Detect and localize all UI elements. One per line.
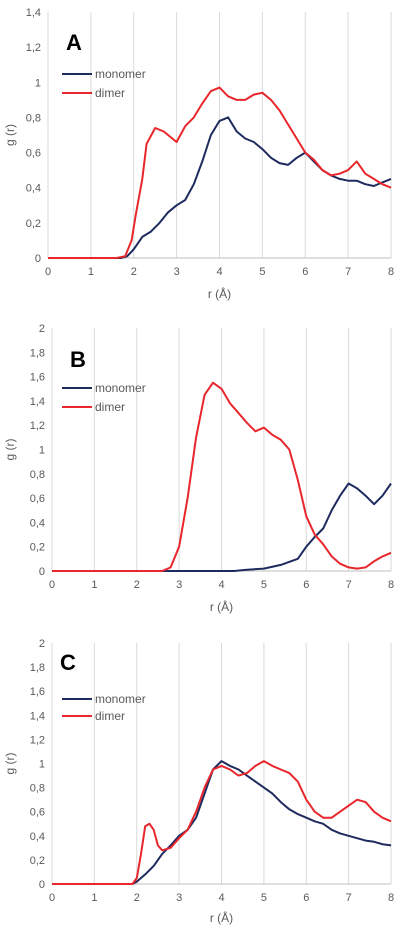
chart-0-series-dimer-line bbox=[48, 86, 392, 259]
chart-2-y-tick-label: 0,6 bbox=[30, 807, 45, 819]
chart-0-x-tick-label: 1 bbox=[88, 266, 94, 278]
chart-2-x-tick-label: 6 bbox=[303, 892, 309, 904]
chart-2-y-tick-label: 1,2 bbox=[30, 734, 45, 746]
chart-2-x-tick-label: 0 bbox=[49, 892, 55, 904]
chart-1-series-dimer-line bbox=[52, 381, 392, 572]
chart-1-y-tick-label: 1,6 bbox=[30, 372, 45, 384]
chart-1-y-tick-label: 0,6 bbox=[30, 493, 45, 505]
chart-2-y-tick-label: 1,8 bbox=[30, 662, 45, 674]
chart-0-x-tick-label: 4 bbox=[216, 266, 222, 278]
chart-panel-c: 0 1 2 3 4 5 6 7 8 0 0,2 0,4 0,6 0,8 1 1,2 1,4 1,6 1,8 2 r (Å… bbox=[3, 638, 394, 925]
chart-0-y-tick-label: 0,8 bbox=[26, 112, 41, 124]
chart-2-y-tick-label: 0,2 bbox=[30, 855, 45, 867]
chart-2-legend-label-monomer: monomer bbox=[95, 692, 146, 706]
chart-0-panel-letter: A bbox=[66, 30, 82, 55]
chart-1-x-tick-label: 3 bbox=[176, 579, 182, 591]
chart-0-x-tick-label: 7 bbox=[345, 266, 351, 278]
chart-2-y-tick-label: 2 bbox=[39, 638, 45, 650]
chart-0-y-tick-label: 0 bbox=[35, 253, 41, 265]
chart-1-legend-label-dimer: dimer bbox=[95, 400, 125, 414]
chart-0-y-tick-label: 0,4 bbox=[26, 183, 41, 195]
chart-1-x-axis-label: r (Å) bbox=[210, 599, 233, 614]
chart-2-x-tick-label: 8 bbox=[388, 892, 394, 904]
chart-1-panel-letter: B bbox=[70, 347, 86, 372]
chart-1-y-tick-label: 1,8 bbox=[30, 347, 45, 359]
chart-1-y-tick-label: 0,2 bbox=[30, 542, 45, 554]
chart-1-x-tick-label: 5 bbox=[261, 579, 267, 591]
chart-1-y-tick-label: 1,4 bbox=[30, 396, 45, 408]
chart-0-y-tick-label: 1,2 bbox=[26, 42, 41, 54]
chart-2-y-tick-label: 1,6 bbox=[30, 686, 45, 698]
chart-2-x-tick-label: 7 bbox=[346, 892, 352, 904]
chart-2-y-tick-label: 1 bbox=[39, 759, 45, 771]
chart-2-series-dimer-line bbox=[52, 760, 392, 885]
chart-1-y-tick-label: 1,2 bbox=[30, 420, 45, 432]
chart-0-x-tick-label: 3 bbox=[174, 266, 180, 278]
chart-2-y-tick-label: 0,4 bbox=[30, 831, 45, 843]
chart-0-y-axis-label: g (r) bbox=[3, 124, 17, 146]
chart-1-x-tick-label: 7 bbox=[346, 579, 352, 591]
chart-0-legend-label-dimer: dimer bbox=[95, 86, 125, 100]
chart-1-y-tick-label: 0,8 bbox=[30, 469, 45, 481]
chart-0-x-axis-label: r (Å) bbox=[208, 286, 231, 301]
chart-1-series-monomer-line bbox=[52, 482, 392, 572]
chart-2-x-tick-label: 2 bbox=[134, 892, 140, 904]
chart-panel-a: 0 1 2 3 4 5 6 7 8 0 0,2 0,4 0,6 0,8 1 1,2 1,4 r (Å) g (r) A… bbox=[3, 7, 394, 301]
chart-1-y-tick-label: 2 bbox=[39, 323, 45, 335]
chart-2-y-tick-label: 1,4 bbox=[30, 710, 45, 722]
chart-1-y-axis-label: g (r) bbox=[3, 439, 17, 461]
chart-1-legend-label-monomer: monomer bbox=[95, 381, 146, 395]
chart-2-legend-label-dimer: dimer bbox=[95, 709, 125, 723]
chart-0-series-monomer-line bbox=[48, 116, 392, 259]
chart-1-x-tick-label: 4 bbox=[218, 579, 224, 591]
chart-0-y-tick-label: 0,6 bbox=[26, 148, 41, 160]
chart-1-x-tick-label: 1 bbox=[91, 579, 97, 591]
chart-0-x-tick-label: 2 bbox=[131, 266, 137, 278]
chart-0-y-tick-label: 1 bbox=[35, 77, 41, 89]
chart-1-x-tick-label: 0 bbox=[49, 579, 55, 591]
chart-1-y-tick-label: 0 bbox=[39, 566, 45, 578]
chart-0-y-tick-label: 1,4 bbox=[26, 7, 41, 19]
chart-2-x-axis-label: r (Å) bbox=[210, 910, 233, 925]
chart-2-x-tick-label: 4 bbox=[218, 892, 224, 904]
chart-0-x-tick-label: 6 bbox=[302, 266, 308, 278]
chart-panel-b: 0 1 2 3 4 5 6 7 8 0 0,2 0,4 0,6 0,8 1 1,2 1,4 1,6 1,8 2 r (Å… bbox=[3, 323, 394, 614]
chart-1-y-tick-label: 1 bbox=[39, 445, 45, 457]
chart-2-x-tick-label: 1 bbox=[91, 892, 97, 904]
chart-2-y-axis-label: g (r) bbox=[3, 753, 17, 775]
chart-0-x-tick-label: 0 bbox=[45, 266, 51, 278]
chart-0-legend-label-monomer: monomer bbox=[95, 67, 146, 81]
chart-2-x-tick-label: 5 bbox=[261, 892, 267, 904]
chart-2-panel-letter: C bbox=[60, 650, 76, 675]
chart-1-x-tick-label: 8 bbox=[388, 579, 394, 591]
chart-2-x-tick-label: 3 bbox=[176, 892, 182, 904]
chart-2-y-tick-label: 0,8 bbox=[30, 783, 45, 795]
chart-0-y-tick-label: 0,2 bbox=[26, 218, 41, 230]
chart-1-x-tick-label: 6 bbox=[303, 579, 309, 591]
chart-2-y-tick-label: 0 bbox=[39, 879, 45, 891]
chart-2-series-monomer-line bbox=[52, 760, 392, 885]
chart-1-x-tick-label: 2 bbox=[134, 579, 140, 591]
chart-0-x-tick-label: 8 bbox=[388, 266, 394, 278]
chart-0-x-tick-label: 5 bbox=[259, 266, 265, 278]
chart-1-y-tick-label: 0,4 bbox=[30, 517, 45, 529]
